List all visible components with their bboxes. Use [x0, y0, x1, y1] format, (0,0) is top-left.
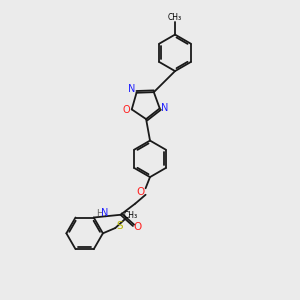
Text: O: O: [134, 222, 142, 233]
Text: O: O: [123, 105, 130, 115]
Text: N: N: [101, 208, 108, 218]
Text: O: O: [136, 187, 144, 197]
Text: CH₃: CH₃: [168, 13, 182, 22]
Text: N: N: [128, 84, 136, 94]
Text: N: N: [161, 103, 168, 113]
Text: H: H: [97, 209, 103, 218]
Text: CH₃: CH₃: [124, 211, 138, 220]
Text: S: S: [117, 221, 123, 231]
